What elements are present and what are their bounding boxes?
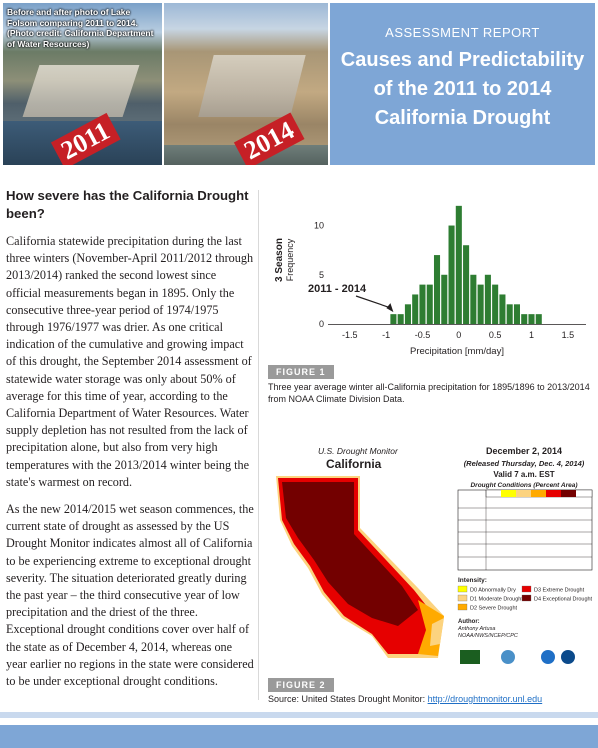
california-d4-area <box>282 482 418 626</box>
intensity-legend: D0 Abnormally Dry D1 Moderate Drought D2 S… <box>457 585 593 612</box>
section-heading: How severe has the California Drought be… <box>6 188 249 221</box>
histogram-bar <box>499 294 506 324</box>
histogram-bar <box>506 304 513 324</box>
monitor-valid: Valid 7 a.m. EST <box>493 470 554 479</box>
title-panel: ASSESSMENT REPORT Causes and Predictabil… <box>330 3 595 165</box>
legend-label: D1 Moderate Drought <box>470 597 523 603</box>
table-col-d4 <box>561 490 576 497</box>
histogram-bar <box>455 205 462 324</box>
y-tick-label: 0 <box>319 319 324 329</box>
agency-logo <box>541 650 555 664</box>
figure-2-caption-prefix: Source: United States Drought Monitor: <box>268 694 428 704</box>
author-label: Author: <box>458 619 480 625</box>
histogram-bar <box>477 284 484 324</box>
histogram-bar <box>528 314 535 324</box>
usda-logo <box>460 650 480 664</box>
legend-label: D3 Extreme Drought <box>534 588 585 594</box>
histogram-bar <box>397 314 404 324</box>
figure-2-caption: Source: United States Drought Monitor: h… <box>268 694 594 706</box>
legend-label: D2 Severe Drought <box>470 606 518 612</box>
title-line-2: of the 2011 to 2014 <box>373 78 552 100</box>
histogram-bar <box>513 304 520 324</box>
x-tick-label: 0.5 <box>489 330 502 340</box>
histogram-bar <box>521 314 528 324</box>
histogram-bar <box>412 294 419 324</box>
paragraph-1: California statewide precipitation durin… <box>6 234 254 489</box>
legend-swatch <box>457 585 468 593</box>
photo-caption: Before and after photo of Lake Folsom co… <box>7 7 154 49</box>
histogram-bar <box>492 284 499 324</box>
histogram-bar <box>404 304 411 324</box>
report-header: Before and after photo of Lake Folsom co… <box>0 0 598 168</box>
author-name: Anthony Artusa <box>457 626 495 632</box>
histogram-bar <box>448 225 455 324</box>
histogram-bar <box>426 284 433 324</box>
histogram-bar <box>390 314 397 324</box>
drought-monitor-link[interactable]: http://droughtmonitor.unl.edu <box>427 694 543 704</box>
california-d1-southeast <box>430 618 444 646</box>
histogram-bar <box>441 274 448 324</box>
x-tick-label: -1.5 <box>342 330 358 340</box>
title-line-3: California Drought <box>374 107 551 129</box>
column-divider <box>258 190 259 700</box>
table-col-d0 <box>501 490 516 497</box>
x-axis-label: Precipitation [mm/day] <box>410 346 504 357</box>
footer-bar <box>0 725 598 748</box>
article-column: How severe has the California Drought be… <box>6 187 254 700</box>
author-org: NOAA/NWS/NCEP/CPC <box>458 633 518 639</box>
report-kicker: ASSESSMENT REPORT <box>385 25 540 40</box>
monitor-date: December 2, 2014 <box>486 446 562 456</box>
noaa-logo <box>561 650 575 664</box>
conditions-table <box>457 489 593 571</box>
legend-label: D0 Abnormally Dry <box>470 588 516 594</box>
y-axis-label-prefix: 3 Season <box>274 238 285 282</box>
drought-monitor-map: U.S. Drought Monitor California December… <box>276 446 593 664</box>
histogram-bar <box>484 274 491 324</box>
table-col-d3 <box>546 490 561 497</box>
paragraph-2: As the new 2014/2015 wet season commence… <box>6 502 254 689</box>
legend-swatch <box>457 603 468 611</box>
y-axis-label: Frequency <box>285 238 295 281</box>
precipitation-histogram: -1.5 -1 -0.5 0 0.5 1 1.5 0 5 10 Precipitation [m… <box>274 205 586 357</box>
lake-folsom-2014-photo: 2014 <box>164 3 328 165</box>
annotation-2011-2014: 2011 - 2014 <box>308 283 367 295</box>
figure-1: -1.5 -1 -0.5 0 0.5 1 1.5 0 5 10 Precipitation [m… <box>268 190 594 360</box>
histogram-bar <box>433 255 441 324</box>
dam-structure <box>22 65 140 117</box>
dam-structure <box>198 55 306 117</box>
figure-2-label: FIGURE 2 <box>268 678 334 692</box>
state-name: California <box>326 457 382 471</box>
y-tick-label: 10 <box>314 221 324 231</box>
table-col-d2 <box>531 490 546 497</box>
table-col-d1 <box>516 490 531 497</box>
monitor-title: U.S. Drought Monitor <box>318 446 399 456</box>
x-tick-label: 0 <box>456 330 461 340</box>
annotation-arrow <box>355 295 392 309</box>
histogram-bar <box>419 284 426 324</box>
figure-2: U.S. Drought Monitor California December… <box>268 440 594 675</box>
title-line-1: Causes and Predictability <box>340 49 585 71</box>
histogram-bar <box>535 314 542 324</box>
lake-folsom-2011-photo: Before and after photo of Lake Folsom co… <box>3 3 162 165</box>
figure-1-label: FIGURE 1 <box>268 365 334 379</box>
legend-label: D4 Exceptional Drought <box>534 597 593 603</box>
legend-swatch <box>521 585 532 593</box>
histogram-bar <box>470 274 477 324</box>
annotation-arrowhead <box>386 303 394 313</box>
legend-swatch <box>457 594 468 602</box>
intensity-label: Intensity: <box>458 577 487 584</box>
figure-1-caption: Three year average winter all-California… <box>268 382 590 404</box>
x-tick-label: 1 <box>529 330 534 340</box>
table-title: Drought Conditions (Percent Area) <box>470 482 577 489</box>
x-tick-label: -0.5 <box>415 330 431 340</box>
y-tick-label: 5 <box>319 270 324 280</box>
legend-swatch <box>521 594 532 602</box>
report-title: Causes and Predictability of the 2011 to… <box>330 46 595 133</box>
histogram-bar <box>463 245 470 324</box>
monitor-released: (Released Thursday, Dec. 4, 2014) <box>464 459 585 468</box>
agency-logo <box>501 650 515 664</box>
x-tick-label: -1 <box>382 330 390 340</box>
x-tick-label: 1.5 <box>562 330 575 340</box>
footer-stripe <box>0 712 598 718</box>
